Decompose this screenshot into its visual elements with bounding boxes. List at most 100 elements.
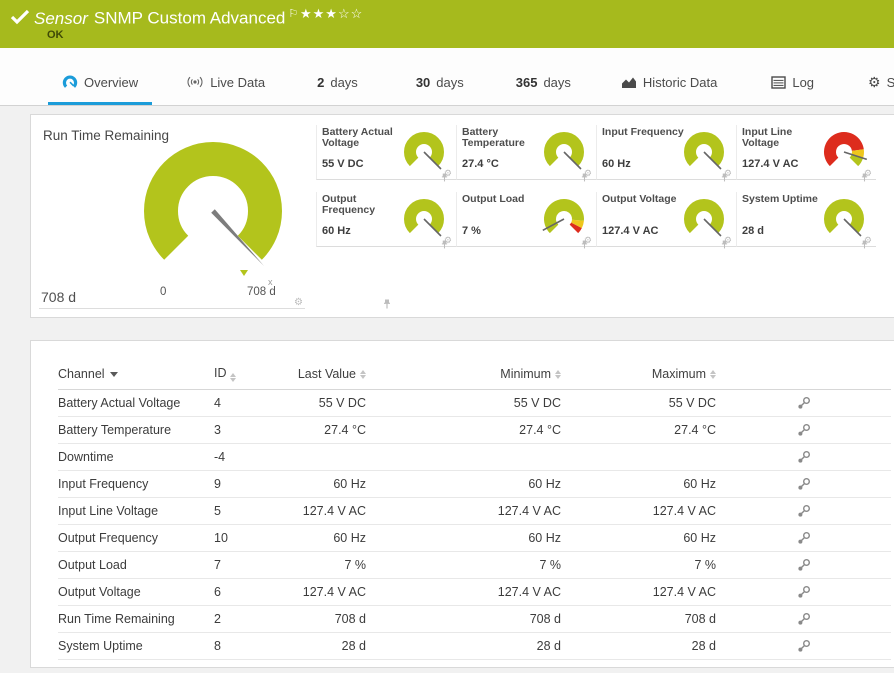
table-header-row: Channel ID Last Value Minimum Maximum <box>58 359 891 390</box>
small-gauges-grid: Battery Actual Voltage 55 V DC ⚙ Battery… <box>316 125 876 249</box>
table-row: Output Load 7 7 % 7 % 7 % <box>58 552 891 579</box>
gauge-value: 55 V DC <box>322 158 364 170</box>
gauge-dial <box>824 132 868 167</box>
tab-30-days[interactable]: 30 days <box>415 74 464 90</box>
pin-icon[interactable] <box>581 173 588 182</box>
sort-icon <box>229 373 236 382</box>
gauge-output-load[interactable]: Output Load 7 % ⚙ <box>456 192 596 249</box>
gauge-settings-gear-icon[interactable]: ⚙ <box>443 235 452 245</box>
gauge-settings-gear-icon[interactable]: ⚙ <box>863 235 872 245</box>
flag-icon[interactable]: ⚐ <box>288 8 299 20</box>
tab-label: Log <box>792 74 815 90</box>
pin-icon[interactable] <box>441 173 448 182</box>
tab-live-data[interactable]: Live Data <box>182 59 269 105</box>
gauge-title: Run Time Remaining <box>43 128 170 143</box>
column-header-minimum[interactable]: Minimum <box>366 367 561 381</box>
edit-channel-settings-icon[interactable] <box>797 585 811 599</box>
gauge-input-line-voltage[interactable]: Input Line Voltage 127.4 V AC ⚙ <box>736 125 876 182</box>
gauge-value: 708 d <box>41 289 77 305</box>
tab-overview[interactable]: Overview <box>48 59 152 105</box>
column-header-id[interactable]: ID <box>214 366 284 382</box>
pin-icon[interactable] <box>861 240 868 249</box>
gauge-title: System Uptime <box>742 193 818 205</box>
channel-name[interactable]: Input Frequency <box>58 477 149 491</box>
channel-id: 4 <box>214 396 221 410</box>
pin-icon[interactable] <box>861 173 868 182</box>
gauge-settings-gear-icon[interactable]: ⚙ <box>443 168 452 178</box>
tab-label: Historic Data <box>642 74 718 90</box>
channel-id: 3 <box>214 423 221 437</box>
gauge-run-time-remaining[interactable]: Run Time Remaining x 0 708 d 708 d ⚙ <box>39 125 391 309</box>
pin-icon[interactable] <box>441 240 448 249</box>
channel-name[interactable]: System Uptime <box>58 639 143 653</box>
sensor-type-label: Sensor <box>34 8 88 28</box>
gauge-settings-gear-icon[interactable]: ⚙ <box>723 168 732 178</box>
edit-channel-settings-icon[interactable] <box>797 531 811 545</box>
priority-stars[interactable]: ★★★☆☆ <box>300 6 363 22</box>
tab-label: Live Data <box>210 74 266 90</box>
channel-name[interactable]: Battery Actual Voltage <box>58 396 181 410</box>
main-content: Run Time Remaining x 0 708 d 708 d ⚙ Bat… <box>0 106 894 668</box>
edit-channel-settings-icon[interactable] <box>797 612 811 626</box>
column-header-last-value[interactable]: Last Value <box>284 367 366 381</box>
channel-name[interactable]: Run Time Remaining <box>58 612 175 626</box>
channel-name[interactable]: Output Voltage <box>58 585 141 599</box>
gauge-settings-gear-icon[interactable]: ⚙ <box>863 168 872 178</box>
gauge-settings-gear-icon[interactable]: ⚙ <box>583 168 592 178</box>
tab-log[interactable]: Log <box>767 59 818 105</box>
gauge-icon <box>62 75 78 88</box>
svg-text:x: x <box>268 277 273 287</box>
edit-channel-settings-icon[interactable] <box>797 504 811 518</box>
channel-name[interactable]: Battery Temperature <box>58 423 172 437</box>
channel-id: -4 <box>214 450 226 464</box>
column-header-maximum[interactable]: Maximum <box>561 367 716 381</box>
sort-icon <box>555 369 561 379</box>
channel-id: 2 <box>214 612 221 626</box>
channel-minimum: 7 % <box>539 558 561 572</box>
tab-historic-data[interactable]: Historic Data <box>617 59 721 105</box>
gauge-system-uptime[interactable]: System Uptime 28 d ⚙ <box>736 192 876 249</box>
edit-channel-settings-icon[interactable] <box>797 558 811 572</box>
gauge-scale-min: 0 <box>160 286 167 298</box>
channel-minimum: 127.4 V AC <box>497 504 561 518</box>
edit-channel-settings-icon[interactable] <box>797 639 811 653</box>
gauge-settings-gear-icon[interactable]: ⚙ <box>583 235 592 245</box>
channel-last-value: 55 V DC <box>318 396 366 410</box>
channel-maximum: 127.4 V AC <box>652 504 716 518</box>
page-title: Sensor SNMP Custom Advanced ⚐ <box>34 7 298 29</box>
pin-icon[interactable] <box>721 173 728 182</box>
tab-2-days[interactable]: 2 days <box>317 74 358 90</box>
edit-channel-settings-icon[interactable] <box>797 450 811 464</box>
channel-name[interactable]: Output Frequency <box>58 531 159 545</box>
gauge-battery-actual-voltage[interactable]: Battery Actual Voltage 55 V DC ⚙ <box>316 125 456 182</box>
gauge-battery-temperature[interactable]: Battery Temperature 27.4 °C ⚙ <box>456 125 596 182</box>
channel-maximum: 27.4 °C <box>674 423 716 437</box>
edit-channel-settings-icon[interactable] <box>797 396 811 410</box>
channel-minimum: 28 d <box>536 639 561 653</box>
edit-channel-settings-icon[interactable] <box>797 423 811 437</box>
channel-minimum: 27.4 °C <box>519 423 561 437</box>
channel-minimum: 127.4 V AC <box>497 585 561 599</box>
status-badge: OK <box>47 29 64 41</box>
edit-channel-settings-icon[interactable] <box>797 477 811 491</box>
gauge-input-frequency[interactable]: Input Frequency 60 Hz ⚙ <box>596 125 736 182</box>
column-header-channel[interactable]: Channel <box>58 367 214 381</box>
gauge-settings-gear-icon[interactable]: ⚙ <box>294 297 303 308</box>
broadcast-icon <box>187 76 203 88</box>
pin-icon[interactable] <box>581 240 588 249</box>
gauge-output-frequency[interactable]: Output Frequency 60 Hz ⚙ <box>316 192 456 249</box>
gauge-title: Output Voltage <box>602 193 677 205</box>
channel-name[interactable]: Downtime <box>58 450 114 464</box>
gauge-settings-gear-icon[interactable]: ⚙ <box>723 235 732 245</box>
tab-365-days[interactable]: 365 days <box>515 74 571 90</box>
channel-maximum: 28 d <box>691 639 716 653</box>
pin-icon[interactable] <box>721 240 728 249</box>
tab-settings[interactable]: ⚙ Settings <box>864 59 894 105</box>
gauge-output-voltage[interactable]: Output Voltage 127.4 V AC ⚙ <box>596 192 736 249</box>
channel-name[interactable]: Input Line Voltage <box>58 504 159 518</box>
gauge-title: Battery Temperature <box>462 126 525 149</box>
pin-icon[interactable] <box>383 299 391 309</box>
channel-id: 9 <box>214 477 221 491</box>
channel-maximum: 60 Hz <box>683 477 716 491</box>
channel-name[interactable]: Output Load <box>58 558 127 572</box>
